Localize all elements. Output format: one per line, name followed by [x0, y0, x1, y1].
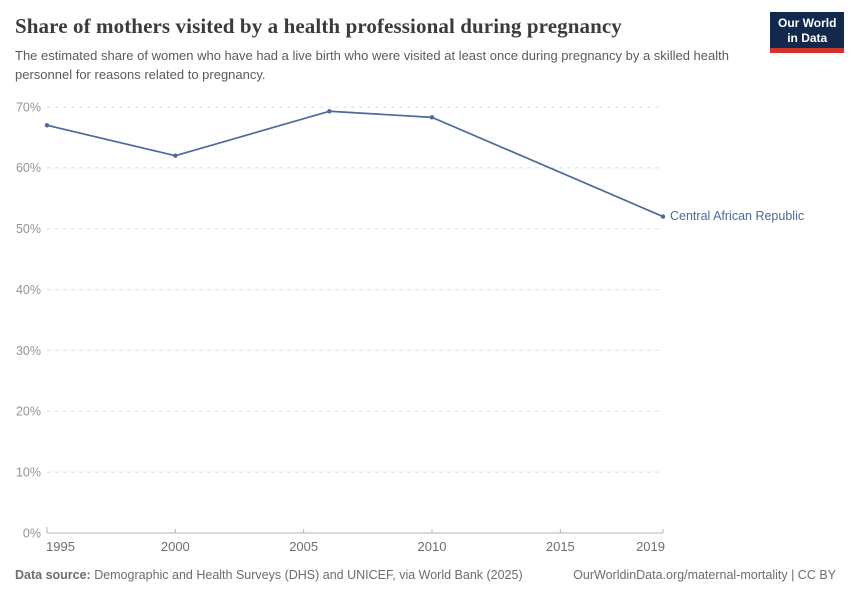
owid-logo[interactable]: Our World in Data [770, 12, 845, 54]
series-label-central-african-republic[interactable]: Central African Republic [670, 208, 805, 223]
y-tick-label: 40% [16, 283, 41, 297]
y-tick-label: 60% [16, 161, 41, 175]
x-tick-label: 2015 [546, 539, 575, 554]
x-tick-label: 2019 [636, 539, 665, 554]
x-tick-label: 2010 [418, 539, 447, 554]
y-tick-label: 70% [16, 100, 41, 114]
y-tick-label: 10% [16, 466, 41, 480]
data-source-note: Data source: Demographic and Health Surv… [15, 568, 523, 582]
y-tick-label: 30% [16, 344, 41, 358]
chart-header: Share of mothers visited by a health pro… [15, 14, 760, 85]
data-point-marker[interactable] [429, 115, 435, 120]
attribution-link[interactable]: OurWorldinData.org/maternal-mortality | … [573, 568, 836, 582]
owid-logo-line2: in Data [787, 30, 828, 45]
y-tick-label: 20% [16, 405, 41, 419]
y-tick-label: 0% [23, 526, 41, 540]
data-point-marker[interactable] [44, 123, 50, 128]
chart-subtitle: The estimated share of women who have ha… [15, 48, 729, 82]
x-tick-label: 2000 [161, 539, 190, 554]
owid-logo-line1: Our World [778, 16, 837, 30]
chart-title: Share of mothers visited by a health pro… [15, 14, 622, 38]
data-source-label: Data source: [15, 568, 91, 582]
x-tick-label: 2005 [289, 539, 318, 554]
data-point-marker[interactable] [173, 153, 178, 158]
chart-footer: Data source: Demographic and Health Surv… [15, 568, 836, 582]
data-point-marker[interactable] [660, 214, 666, 219]
y-tick-label: 50% [16, 222, 41, 236]
x-tick-label: 1995 [46, 539, 75, 554]
data-source-text: Demographic and Health Surveys (DHS) and… [90, 568, 523, 582]
data-point-marker[interactable] [327, 109, 332, 114]
series-line[interactable] [46, 110, 664, 218]
